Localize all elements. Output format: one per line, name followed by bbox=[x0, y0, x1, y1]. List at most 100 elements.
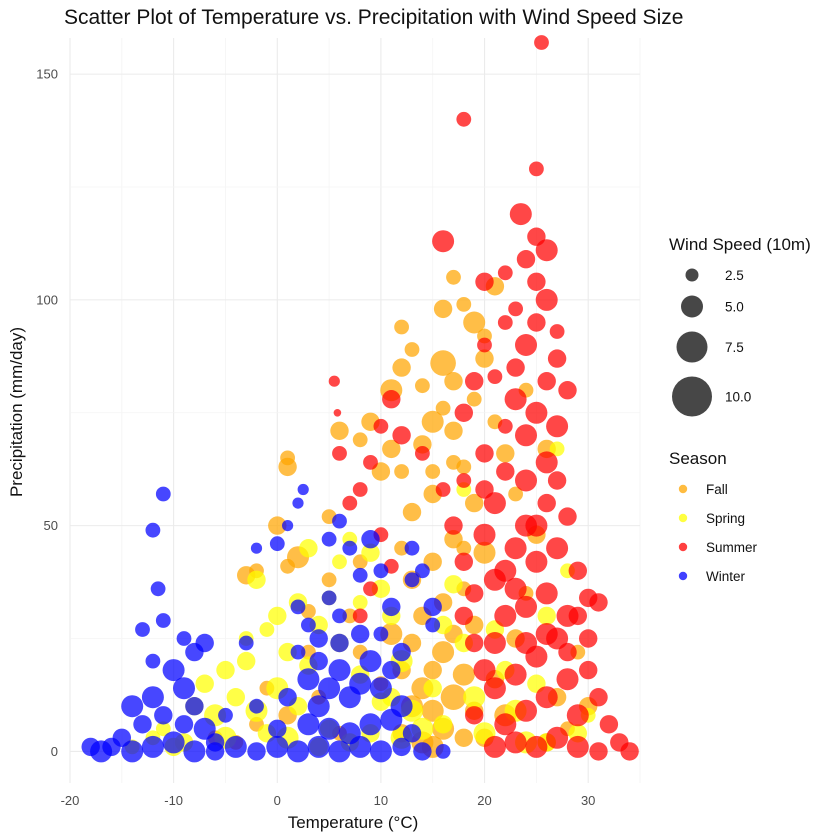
data-point-summer bbox=[454, 552, 473, 571]
season-legend-label: Winter bbox=[706, 569, 746, 584]
data-point-summer bbox=[558, 642, 577, 662]
size-legend-label: 10.0 bbox=[725, 390, 751, 405]
data-point-winter bbox=[307, 695, 330, 718]
data-point-winter bbox=[425, 617, 441, 633]
data-point-winter bbox=[268, 719, 287, 738]
data-points bbox=[81, 35, 639, 763]
data-point-winter bbox=[415, 563, 430, 579]
data-point-summer bbox=[363, 455, 378, 470]
data-point-summer bbox=[546, 726, 569, 749]
size-legend-key bbox=[681, 295, 703, 318]
size-legend-key bbox=[685, 268, 699, 282]
data-point-summer bbox=[529, 161, 544, 177]
data-point-fall bbox=[463, 311, 486, 334]
data-point-summer bbox=[382, 390, 401, 409]
data-point-winter bbox=[318, 717, 341, 740]
data-point-spring bbox=[195, 674, 214, 693]
data-point-summer bbox=[515, 699, 537, 722]
data-point-summer bbox=[547, 349, 567, 368]
data-point-summer bbox=[556, 668, 579, 691]
data-point-winter bbox=[342, 540, 358, 556]
data-point-winter bbox=[176, 631, 192, 646]
data-point-summer bbox=[527, 227, 546, 246]
data-point-fall bbox=[425, 464, 441, 479]
data-point-summer bbox=[525, 401, 548, 424]
data-point-summer bbox=[620, 742, 639, 761]
data-point-summer bbox=[494, 559, 517, 582]
x-tick-label: 20 bbox=[477, 793, 491, 808]
data-point-summer bbox=[516, 250, 536, 269]
data-point-winter bbox=[141, 686, 164, 709]
data-point-winter bbox=[81, 737, 100, 757]
data-point-fall bbox=[446, 269, 461, 285]
x-tick-label: 30 bbox=[581, 793, 595, 808]
data-point-winter bbox=[292, 497, 304, 509]
data-point-winter bbox=[309, 629, 328, 648]
data-point-fall bbox=[402, 502, 422, 522]
data-point-fall bbox=[456, 540, 472, 556]
data-point-fall bbox=[342, 608, 358, 624]
data-point-fall bbox=[421, 699, 444, 722]
data-point-summer bbox=[494, 604, 517, 627]
data-point-winter bbox=[321, 590, 337, 606]
data-point-summer bbox=[535, 239, 558, 262]
y-tick-label: 0 bbox=[51, 744, 58, 759]
data-point-summer bbox=[497, 315, 513, 330]
data-point-spring bbox=[433, 715, 453, 734]
data-point-summer bbox=[527, 272, 546, 291]
data-point-winter bbox=[297, 483, 309, 496]
data-point-winter bbox=[155, 486, 171, 502]
data-point-fall bbox=[465, 493, 484, 513]
data-point-winter bbox=[266, 735, 289, 758]
data-point-winter bbox=[247, 742, 266, 761]
season-legend-key-spring bbox=[678, 513, 688, 523]
data-point-summer bbox=[535, 288, 558, 311]
data-point-fall bbox=[280, 450, 295, 466]
data-point-winter bbox=[183, 740, 206, 763]
data-point-summer bbox=[509, 203, 532, 226]
data-point-winter bbox=[185, 697, 204, 716]
data-point-spring bbox=[226, 688, 245, 707]
data-point-winter bbox=[150, 581, 166, 597]
data-point-winter bbox=[173, 677, 195, 700]
data-point-winter bbox=[301, 617, 316, 633]
data-point-summer bbox=[333, 409, 342, 417]
data-point-spring bbox=[352, 595, 368, 610]
data-point-winter bbox=[369, 740, 392, 763]
data-point-winter bbox=[309, 651, 328, 671]
data-point-summer bbox=[525, 735, 548, 758]
data-point-summer bbox=[558, 381, 577, 400]
data-point-fall bbox=[435, 400, 451, 416]
data-point-spring bbox=[433, 615, 453, 635]
data-point-winter bbox=[287, 740, 309, 763]
data-point-winter bbox=[162, 659, 185, 682]
data-point-summer bbox=[537, 493, 556, 513]
data-point-summer bbox=[504, 388, 527, 411]
data-point-summer bbox=[566, 735, 589, 758]
data-point-winter bbox=[133, 715, 152, 734]
data-point-winter bbox=[297, 713, 320, 736]
data-point-spring bbox=[278, 642, 297, 662]
data-point-fall bbox=[454, 728, 473, 747]
data-point-fall bbox=[421, 410, 444, 433]
data-point-summer bbox=[568, 606, 587, 626]
data-point-summer bbox=[342, 495, 358, 511]
data-point-fall bbox=[423, 660, 442, 680]
data-point-summer bbox=[496, 462, 515, 481]
data-point-winter bbox=[278, 688, 297, 707]
data-point-winter bbox=[290, 599, 306, 615]
data-point-winter bbox=[332, 513, 347, 529]
data-point-winter bbox=[392, 737, 411, 757]
data-point-winter bbox=[269, 536, 285, 552]
data-point-fall bbox=[268, 516, 287, 535]
data-point-summer bbox=[515, 334, 537, 356]
data-point-winter bbox=[318, 677, 341, 700]
data-point-winter bbox=[359, 650, 382, 673]
data-point-summer bbox=[508, 301, 523, 317]
data-point-winter bbox=[392, 642, 411, 662]
data-point-winter bbox=[352, 567, 368, 583]
data-point-summer bbox=[497, 265, 513, 281]
data-point-fall bbox=[473, 541, 496, 564]
data-point-summer bbox=[444, 516, 463, 535]
